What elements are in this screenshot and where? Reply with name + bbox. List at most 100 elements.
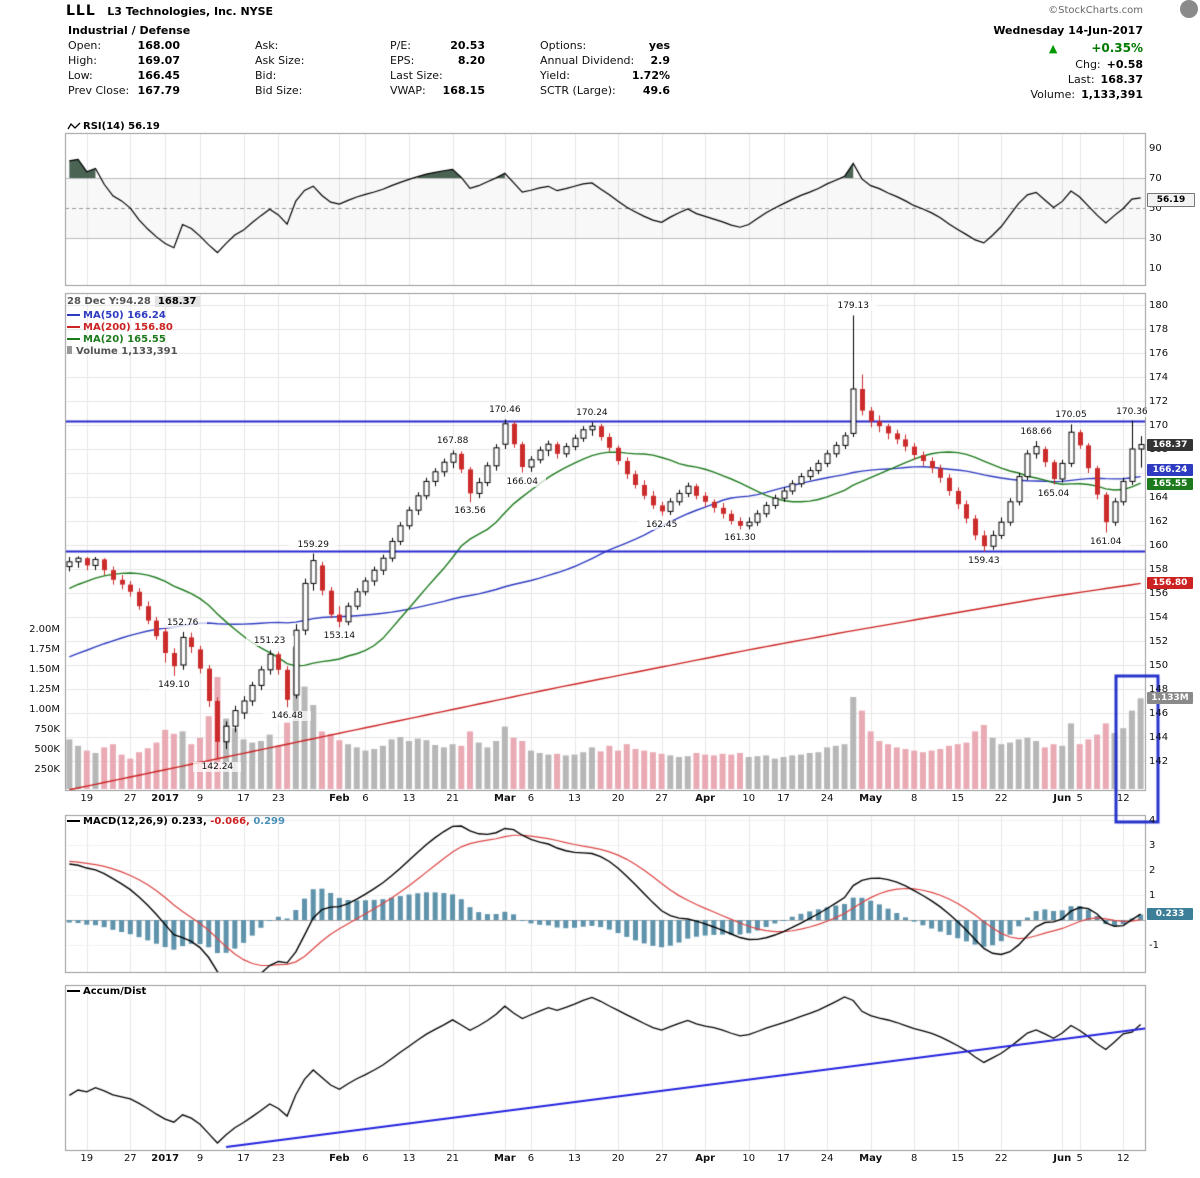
ma200-value-badge: 156.80 <box>1147 577 1193 590</box>
quote-row: Options: yes <box>540 38 670 53</box>
quote-row: Bid Size: <box>255 83 347 98</box>
x-axis-label: 21 <box>446 1153 459 1164</box>
field-label: Annual Dividend: <box>540 54 635 67</box>
x-axis-label: 6 <box>527 793 535 804</box>
field-label: Ask Size: <box>255 54 305 67</box>
volume-axis-label: 1.00M <box>29 704 60 715</box>
price-axis-label: 170 <box>1149 420 1169 431</box>
price-annotation: 153.14 <box>315 631 364 642</box>
x-axis-label: 12 <box>1116 793 1130 804</box>
x-axis-label: 19 <box>80 793 94 804</box>
x-axis-label: 17 <box>237 1153 250 1164</box>
field-label: Volume: <box>1030 88 1076 101</box>
macd-value-3: 0.299 <box>253 816 285 827</box>
x-axis-label: 10 <box>742 793 756 804</box>
x-axis-label: 22 <box>994 1153 1008 1164</box>
x-axis-label: 13 <box>568 793 581 804</box>
price-title-legend: 28 Dec Y:94.28 168.37 <box>67 296 200 308</box>
field-label: Yield: <box>540 69 570 82</box>
macd-axis-label: 1 <box>1149 890 1156 901</box>
field-value: 167.79 <box>137 84 180 97</box>
ticker-symbol: LLL <box>66 3 96 19</box>
ma20-legend: MA(20) 165.55 <box>67 334 166 346</box>
field-value: 8.20 <box>457 54 485 67</box>
x-axis-label: 21 <box>446 793 459 804</box>
price-axis-label: 172 <box>1149 396 1169 407</box>
quote-header: LLL L3 Technologies, Inc. NYSE ©StockCha… <box>0 0 1200 120</box>
price-axis-label: 180 <box>1149 300 1169 311</box>
x-axis-label: 20 <box>611 793 625 804</box>
quote-col-misc: Options: yes Annual Dividend: 2.9 Yield: 1.… <box>540 38 670 98</box>
ma20-legend-text: MA(20) 165.55 <box>83 334 166 345</box>
price-annotation: 151.23 <box>245 636 294 647</box>
quote-row: Ask: <box>255 38 347 53</box>
rsi-legend-text: RSI(14) 56.19 <box>83 121 160 132</box>
field-value: 20.53 <box>450 39 485 52</box>
x-axis-label: 6 <box>527 1153 535 1164</box>
x-axis-label: 24 <box>820 1153 834 1164</box>
rsi-legend: RSI(14) 56.19 <box>67 121 160 133</box>
x-axis-label: Mar <box>494 793 516 804</box>
ma50-legend: MA(50) 166.24 <box>67 310 166 322</box>
quote-row: SCTR (Large): 49.6 <box>540 83 670 98</box>
price-axis-label: 158 <box>1149 564 1169 575</box>
price-axis-label: 176 <box>1149 348 1169 359</box>
price-title-prefix: 28 Dec Y:94.28 <box>67 296 151 307</box>
x-axis-label: 8 <box>911 1153 918 1164</box>
rsi-axis-label: 30 <box>1149 233 1162 244</box>
x-axis-label: 27 <box>123 793 137 804</box>
percent-change: +0.35% <box>1091 41 1143 55</box>
x-axis-label: Jun <box>1053 793 1072 804</box>
x-axis-label: 5 <box>1076 793 1083 804</box>
accum-dist-line-icon <box>67 990 80 992</box>
field-value: 168.15 <box>442 84 485 97</box>
quote-row: Volume: 1,133,391 <box>913 87 1143 102</box>
price-axis-label: 160 <box>1149 540 1169 551</box>
price-annotation: 170.05 <box>1046 410 1095 421</box>
x-axis-label: 17 <box>777 1153 790 1164</box>
price-axis-label: 162 <box>1149 516 1169 527</box>
quote-row: VWAP: 168.15 <box>390 83 485 98</box>
field-label: Chg: <box>1075 58 1101 71</box>
price-axis-label: 150 <box>1149 660 1169 671</box>
macd-axis-label: -1 <box>1149 940 1159 951</box>
ma200-legend-text: MA(200) 156.80 <box>83 322 173 333</box>
ma200-legend: MA(200) 156.80 <box>67 322 173 334</box>
volume-axis-label: 1.50M <box>29 664 60 675</box>
x-axis-label: 9 <box>196 793 204 804</box>
price-axis-label: 142 <box>1149 756 1169 767</box>
quote-row: Ask Size: <box>255 53 347 68</box>
up-arrow-icon: ▲ <box>1048 42 1058 55</box>
field-value: 169.07 <box>137 54 180 67</box>
price-annotation: 166.04 <box>498 476 547 487</box>
macd-axis-label: 3 <box>1149 840 1156 851</box>
quote-change-block: ▲ +0.35% Chg: +0.58 Last: 168.37 Volume: 1,1… <box>913 40 1143 102</box>
field-value: 49.6 <box>642 84 670 97</box>
macd-value-1: 0.233, <box>171 816 207 827</box>
field-value: 1.72% <box>631 69 670 82</box>
ma50-legend-text: MA(50) 166.24 <box>83 310 166 321</box>
x-axis-label: 19 <box>80 1153 94 1164</box>
field-label: Open: <box>68 39 102 52</box>
x-axis-label: 27 <box>655 1153 668 1164</box>
x-axis-label: 27 <box>655 793 668 804</box>
x-axis-label: 6 <box>362 793 369 804</box>
field-label: P/E: <box>390 39 411 52</box>
stockcharts-credit: ©StockCharts.com <box>1048 5 1143 16</box>
price-annotation: 161.04 <box>1081 536 1130 547</box>
price-axis-label: 154 <box>1149 612 1169 623</box>
quote-row: Last Size: <box>390 68 485 83</box>
rsi-axis-label: 90 <box>1149 143 1162 154</box>
field-label: EPS: <box>390 54 415 67</box>
price-annotation: 170.24 <box>567 408 616 419</box>
field-value: 168.00 <box>137 39 180 52</box>
price-annotation: 159.43 <box>959 555 1008 566</box>
price-axis-label: 148 <box>1149 684 1169 695</box>
price-axis-label: 146 <box>1149 708 1169 719</box>
quote-col-ohlc: Open: 168.00 High: 169.07 Low: 166.45 Prev … <box>68 38 180 98</box>
quote-row: EPS: 8.20 <box>390 53 485 68</box>
x-axis-label: Feb <box>329 1153 350 1164</box>
x-axis-label: 2017 <box>151 1153 180 1164</box>
last-price-badge: 168.37 <box>1147 438 1193 451</box>
field-value: +0.58 <box>1106 58 1143 71</box>
